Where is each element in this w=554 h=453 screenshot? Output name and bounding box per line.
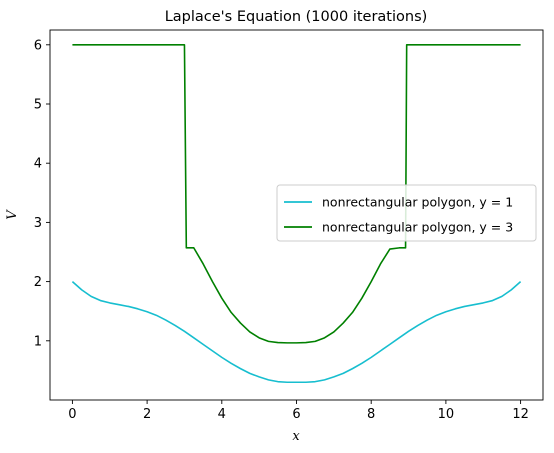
x-tick-label: 8	[367, 407, 375, 422]
x-tick-label: 0	[68, 407, 76, 422]
x-axis: 0 2 4 6 8 10 12	[68, 400, 529, 422]
x-tick-label: 10	[438, 407, 455, 422]
y-tick-label: 6	[34, 38, 42, 53]
y-tick-label: 3	[34, 216, 42, 231]
legend-label-2: nonrectangular polygon, y = 3	[322, 220, 513, 235]
legend: nonrectangular polygon, y = 1 nonrectangu…	[276, 184, 537, 242]
x-tick-label: 12	[512, 407, 529, 422]
legend-label-1: nonrectangular polygon, y = 1	[322, 195, 513, 210]
x-axis-label: x	[292, 429, 300, 444]
y-axis: 1 2 3 4 5 6	[34, 38, 50, 349]
series-layer	[71, 43, 522, 384]
y-tick-label: 5	[34, 98, 42, 113]
legend-box	[276, 184, 537, 242]
y-axis-label: V	[5, 209, 20, 220]
y-tick-label: 2	[34, 275, 42, 290]
y-tick-label: 4	[34, 157, 42, 172]
y-tick-label: 1	[34, 334, 42, 349]
chart-title: Laplace's Equation (1000 iterations)	[165, 9, 428, 25]
series-line-1	[71, 281, 522, 384]
x-tick-label: 2	[143, 407, 151, 422]
series-line-2	[72, 43, 521, 344]
x-tick-label: 4	[218, 407, 226, 422]
x-tick-label: 6	[292, 407, 300, 422]
